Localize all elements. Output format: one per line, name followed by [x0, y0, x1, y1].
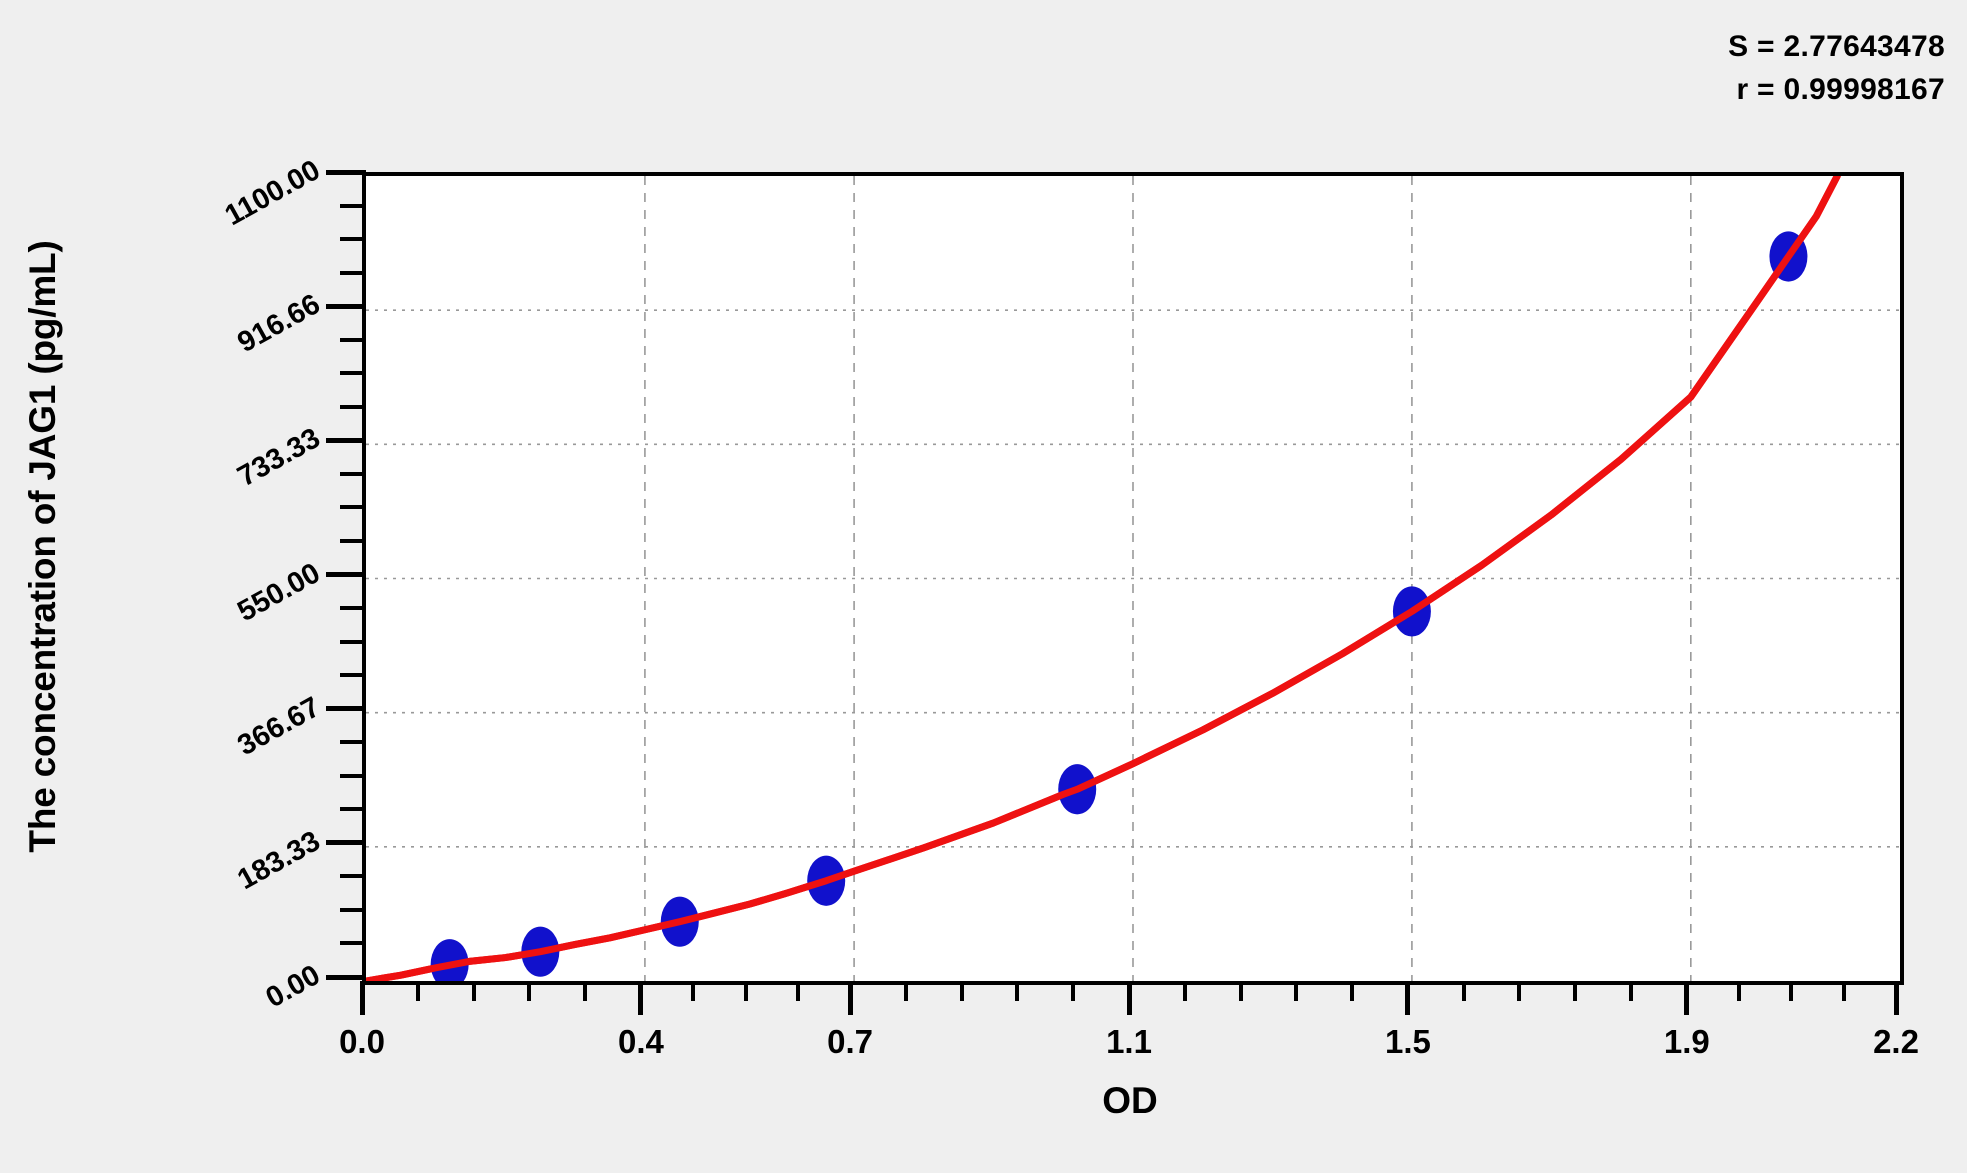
- fit-statistics: S = 2.77643478 r = 0.99998167: [1728, 26, 1945, 111]
- fit-curve-overlay: [366, 176, 1841, 981]
- x-tick-mark: [1737, 981, 1742, 1001]
- x-tick-mark: [1461, 981, 1466, 1001]
- y-tick-label: 0.00: [260, 959, 326, 1015]
- x-tick-label: 1.9: [1663, 1023, 1710, 1060]
- x-tick-mark: [903, 981, 908, 1001]
- x-tick-mark: [415, 981, 420, 1001]
- y-tick-mark: [340, 874, 366, 879]
- y-axis-title: The concentration of JAG1 (pg/mL): [0, 0, 86, 1173]
- x-tick-mark: [1015, 981, 1020, 1001]
- x-tick-mark: [1350, 981, 1355, 1001]
- x-tick-mark: [1238, 981, 1243, 1001]
- x-tick-mark: [1182, 981, 1187, 1001]
- x-tick-mark: [1126, 981, 1132, 1015]
- y-tick-mark: [340, 740, 366, 745]
- x-tick-mark: [1789, 981, 1794, 1001]
- y-tick-label: 1100.00: [219, 154, 326, 233]
- fit-curve: [366, 176, 1841, 981]
- y-tick-mark: [340, 337, 366, 342]
- y-tick-label: 916.66: [232, 288, 326, 360]
- x-tick-mark: [1893, 981, 1899, 1015]
- x-tick-mark: [1841, 981, 1846, 1001]
- x-tick-mark: [1573, 981, 1578, 1001]
- x-tick-label: 0.7: [827, 1023, 874, 1060]
- y-tick-mark: [326, 974, 366, 980]
- x-tick-mark: [1629, 981, 1634, 1001]
- y-tick-mark: [340, 505, 366, 510]
- x-tick-mark: [691, 981, 696, 1001]
- x-tick-mark: [959, 981, 964, 1001]
- y-tick-mark: [340, 773, 366, 778]
- y-tick-mark: [326, 706, 366, 712]
- plot-canvas: [366, 176, 1900, 981]
- x-tick-mark: [743, 981, 748, 1001]
- correlation-value: r = 0.99998167: [1736, 72, 1945, 106]
- y-tick-mark: [340, 807, 366, 812]
- x-tick-mark: [847, 981, 853, 1015]
- y-tick-label: 183.33: [232, 824, 326, 896]
- plot-area: [362, 172, 1904, 985]
- y-tick-mark: [326, 437, 366, 443]
- x-axis-title: OD: [1102, 1080, 1158, 1121]
- y-tick-mark: [326, 840, 366, 846]
- x-tick-mark: [795, 981, 800, 1001]
- x-tick-label: 1.1: [1106, 1023, 1152, 1060]
- x-tick-mark: [359, 981, 365, 1015]
- y-tick-mark: [340, 941, 366, 946]
- slope-value: S = 2.77643478: [1728, 30, 1945, 63]
- y-tick-mark: [340, 471, 366, 476]
- x-tick-label: 0.4: [617, 1023, 664, 1060]
- y-tick-mark: [340, 606, 366, 611]
- x-tick-mark: [471, 981, 476, 1001]
- x-tick-mark: [1684, 981, 1690, 1015]
- y-tick-mark: [340, 404, 366, 409]
- x-tick-mark: [527, 981, 532, 1001]
- y-tick-mark: [340, 907, 366, 912]
- gridlines: [366, 176, 1900, 981]
- x-tick-mark: [583, 981, 588, 1001]
- y-tick-mark: [340, 639, 366, 644]
- y-tick-mark: [326, 303, 366, 309]
- data-points: [430, 231, 1808, 981]
- x-tick-mark: [1294, 981, 1299, 1001]
- x-tick-label: 2.2: [1873, 1023, 1919, 1060]
- y-tick-mark: [340, 371, 366, 376]
- y-tick-mark: [340, 237, 366, 242]
- y-tick-label: 733.33: [232, 422, 326, 494]
- x-tick-mark: [638, 981, 644, 1015]
- x-tick-label: 0.0: [339, 1023, 385, 1060]
- y-tick-label: 366.67: [232, 690, 326, 762]
- y-tick-mark: [326, 169, 366, 175]
- y-tick-label: 550.00: [232, 556, 326, 628]
- y-tick-mark: [326, 572, 366, 577]
- x-tick-mark: [1071, 981, 1076, 1001]
- y-tick-mark: [340, 673, 366, 678]
- x-tick-mark: [1517, 981, 1522, 1001]
- y-tick-mark: [340, 538, 366, 543]
- y-axis-title-text: The concentration of JAG1 (pg/mL): [22, 240, 63, 853]
- y-tick-mark: [340, 270, 366, 275]
- y-tick-mark: [340, 203, 366, 208]
- x-tick-label: 1.5: [1384, 1023, 1431, 1060]
- x-tick-mark: [1405, 981, 1411, 1015]
